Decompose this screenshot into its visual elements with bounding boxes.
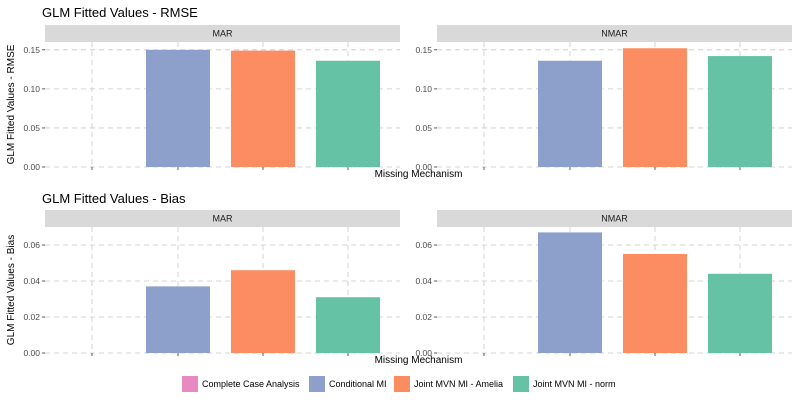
y-tick-label: 0.00 — [415, 348, 432, 358]
facet-strip — [45, 210, 400, 227]
legend-swatch — [309, 376, 325, 392]
bar — [231, 270, 295, 353]
facet-strip-label: NMAR — [601, 214, 628, 224]
y-tick-label: 0.00 — [415, 162, 432, 172]
panel-nmar: NMAR 0.00 0.02 0.04 0.06 — [415, 210, 792, 358]
y-tick-label: 0.06 — [23, 240, 40, 250]
panel-nmar: NMAR 0.00 0.05 0.10 0.15 — [415, 25, 792, 172]
y-tick-label: 0.02 — [415, 312, 432, 322]
x-axis-title: Missing Mechanism — [375, 355, 463, 366]
bar — [623, 254, 687, 353]
legend-swatch — [182, 376, 198, 392]
bar — [231, 50, 295, 167]
y-tick-label: 0.00 — [23, 162, 40, 172]
y-tick-label: 0.10 — [23, 84, 40, 94]
y-tick-label: 0.15 — [23, 45, 40, 55]
legend-item: Joint MVN MI - norm — [513, 376, 616, 392]
y-tick-label: 0.06 — [415, 240, 432, 250]
y-axis-title: GLM Fitted Values - RMSE — [6, 44, 17, 164]
panel-mar: MAR 0.00 0.02 0.04 0.06 — [23, 210, 400, 358]
facet-strip — [437, 210, 792, 227]
legend-label: Joint MVN MI - norm — [533, 379, 616, 389]
y-tick-label: 0.05 — [23, 123, 40, 133]
legend-swatch — [513, 376, 529, 392]
bar — [538, 232, 602, 353]
facet-strip — [437, 25, 792, 42]
chart-title: GLM Fitted Values - RMSE — [42, 5, 198, 20]
y-tick-label: 0.02 — [23, 312, 40, 322]
facet-strip — [45, 25, 400, 42]
y-tick-label: 0.04 — [415, 276, 432, 286]
y-tick-label: 0.15 — [415, 45, 432, 55]
bar — [316, 297, 380, 353]
chart-title: GLM Fitted Values - Bias — [42, 191, 186, 206]
y-tick-label: 0.10 — [415, 84, 432, 94]
x-axis-title: Missing Mechanism — [375, 169, 463, 180]
y-tick-label: 0.04 — [23, 276, 40, 286]
bar — [146, 286, 210, 353]
bar — [538, 60, 602, 167]
legend: Complete Case Analysis Conditional MI Join… — [182, 376, 616, 392]
legend-label: Joint MVN MI - Amelia — [414, 379, 503, 389]
bar — [623, 48, 687, 167]
bar — [316, 60, 380, 167]
legend-label: Complete Case Analysis — [202, 379, 300, 389]
bar — [708, 273, 772, 353]
panel-mar: MAR 0.00 0.05 0.10 0.15 — [23, 25, 400, 172]
facet-strip-label: NMAR — [601, 29, 628, 39]
legend-item: Joint MVN MI - Amelia — [394, 376, 503, 392]
bar — [146, 49, 210, 167]
y-tick-label: 0.00 — [23, 348, 40, 358]
legend-item: Complete Case Analysis — [182, 376, 300, 392]
y-tick-label: 0.05 — [415, 123, 432, 133]
legend-label: Conditional MI — [329, 379, 387, 389]
legend-swatch — [394, 376, 410, 392]
facet-strip-label: MAR — [213, 214, 234, 224]
legend-item: Conditional MI — [309, 376, 387, 392]
facet-strip-label: MAR — [213, 29, 234, 39]
bar — [708, 56, 772, 167]
y-axis-title: GLM Fitted Values - Bias — [6, 235, 17, 345]
